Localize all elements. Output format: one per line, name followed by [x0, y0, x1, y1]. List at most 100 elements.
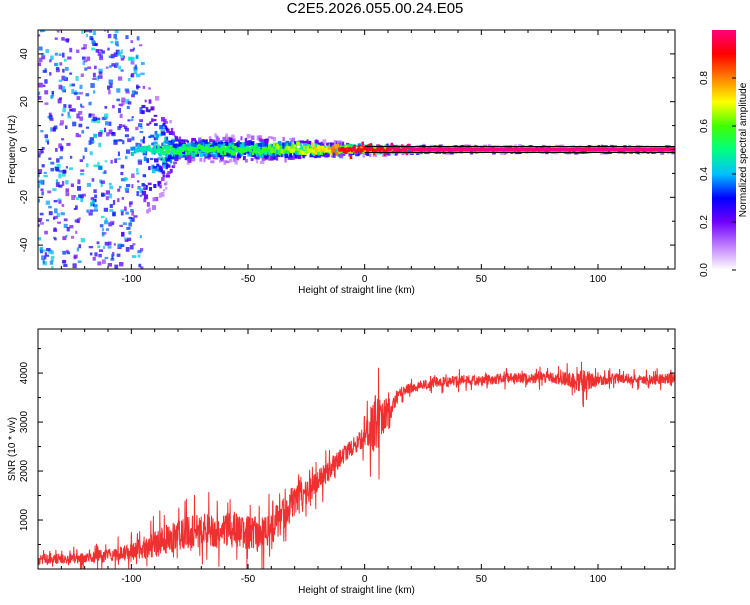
spectrogram-cell	[75, 230, 78, 234]
bottom-xtick-label: 50	[476, 574, 488, 585]
top-ytick-label: -20	[19, 190, 30, 205]
spectrogram-cell	[255, 142, 259, 146]
spectrogram-cell	[54, 125, 58, 130]
spectrogram-ridge-cell	[329, 151, 333, 156]
spectrogram-cell	[212, 155, 217, 160]
spectrogram-cell	[257, 153, 260, 157]
spectrogram-cell	[158, 192, 162, 198]
spectrogram-cell	[51, 265, 54, 269]
spectrogram-cell	[320, 141, 325, 147]
colorbar-gradient	[712, 30, 736, 270]
spectrogram-cell	[204, 155, 209, 159]
spectrogram-cell	[111, 63, 116, 67]
spectrogram-cell	[41, 53, 45, 57]
spectrogram-cell	[58, 143, 62, 149]
spectrogram-cell	[104, 160, 108, 163]
spectrogram-cell	[395, 151, 398, 156]
spectrogram-cell	[44, 230, 48, 235]
spectrogram-cell	[114, 158, 118, 164]
spectrogram-cell	[50, 95, 53, 100]
spectrogram-cell	[127, 119, 131, 122]
spectrogram-cell	[109, 83, 113, 89]
spectrogram-cell	[48, 115, 52, 120]
spectrogram-cell	[112, 104, 115, 109]
spectrogram-cell	[92, 72, 96, 78]
spectrogram-cell	[220, 141, 224, 145]
spectrogram-cell	[108, 182, 112, 186]
spectrogram-cell	[293, 153, 296, 156]
spectrogram-cell	[113, 139, 118, 145]
spectrogram-cell	[250, 158, 254, 161]
spectrogram-cell	[50, 55, 54, 61]
spectrogram-cell	[47, 141, 50, 145]
spectrogram-cell	[228, 153, 231, 157]
spectrogram-cell	[223, 160, 227, 165]
spectrogram-ridge-cell	[345, 149, 348, 154]
spectrogram-cell	[38, 173, 40, 178]
spectrogram-cell	[61, 75, 65, 81]
spectrogram-cell	[63, 263, 68, 267]
spectrogram-cell	[38, 217, 43, 222]
spectrogram-cell	[89, 30, 93, 33]
spectrogram-cell	[106, 132, 110, 137]
spectrogram-cell	[41, 30, 46, 33]
spectrogram-cell	[48, 114, 53, 118]
spectrogram-cell	[154, 130, 158, 135]
spectrogram-cell	[81, 30, 84, 34]
spectrogram-cell	[139, 119, 144, 123]
spectrogram-cell	[325, 142, 330, 146]
spectrogram-cell	[118, 123, 123, 128]
spectrogram-ridge-cell	[395, 145, 398, 150]
spectrogram-cell	[265, 157, 268, 160]
spectrogram-cell	[70, 235, 75, 239]
spectrogram-cell	[337, 144, 342, 149]
spectrogram-cell	[437, 145, 442, 150]
spectrogram-cell	[110, 258, 115, 261]
spectrogram-ridge-cell	[369, 143, 373, 148]
spectrogram-cell	[51, 93, 54, 97]
spectrogram-cell	[90, 201, 93, 207]
spectrogram-cell	[117, 76, 123, 81]
spectrogram-ridge-cell	[306, 145, 310, 150]
spectrogram-ridge-cell	[360, 148, 363, 153]
spectrogram-cell	[62, 107, 66, 113]
spectrogram-ridge-cell	[315, 147, 319, 152]
spectrogram-cell	[48, 249, 53, 254]
spectrogram-ridge-cell	[384, 149, 388, 154]
spectrogram-ridge-cell	[185, 151, 188, 156]
spectrogram-cell	[132, 243, 136, 246]
colorbar-tick-label: 0.8	[699, 71, 710, 85]
spectrogram-cell	[103, 207, 109, 212]
spectrogram-ridge-cell	[226, 146, 229, 151]
spectrogram-cell	[89, 252, 93, 256]
spectrogram-ridge-cell	[378, 148, 382, 153]
spectrogram-cell	[71, 195, 75, 200]
spectrogram-cell	[66, 251, 71, 255]
spectrogram-ridge-cell	[336, 143, 340, 148]
spectrogram-cell	[97, 261, 102, 266]
spectrogram-ridge-cell	[348, 147, 352, 152]
spectrogram-cell	[346, 151, 351, 154]
spectrogram-cell	[199, 157, 203, 162]
spectrogram-cell	[140, 139, 145, 143]
spectrogram-ridge-cell	[311, 142, 314, 147]
snr-plot: -100 -50 0 50 100 1000 2000 3000 4000 Height of s…	[7, 328, 676, 596]
spectrogram-cell	[254, 146, 257, 151]
spectrogram-cell	[64, 67, 69, 71]
colorbar-tick-label: 0.6	[699, 119, 710, 133]
spectrogram-cell	[118, 185, 122, 189]
spectrogram-cell	[88, 245, 94, 249]
spectrogram-cell	[162, 158, 167, 163]
top-ytick-label: -40	[19, 237, 30, 252]
spectrogram-cell	[597, 144, 600, 150]
spectrogram-cell	[101, 232, 105, 237]
spectrogram-cell	[168, 131, 173, 136]
spectrogram-cell	[107, 47, 110, 51]
spectrogram-cell	[143, 198, 147, 203]
spectrogram-cell	[41, 164, 45, 168]
spectrogram-cell	[324, 154, 329, 158]
spectrogram-cell	[288, 142, 293, 146]
spectrogram-cell	[143, 194, 149, 200]
spectrogram-cell	[150, 107, 154, 111]
spectrogram-cell	[80, 169, 85, 172]
